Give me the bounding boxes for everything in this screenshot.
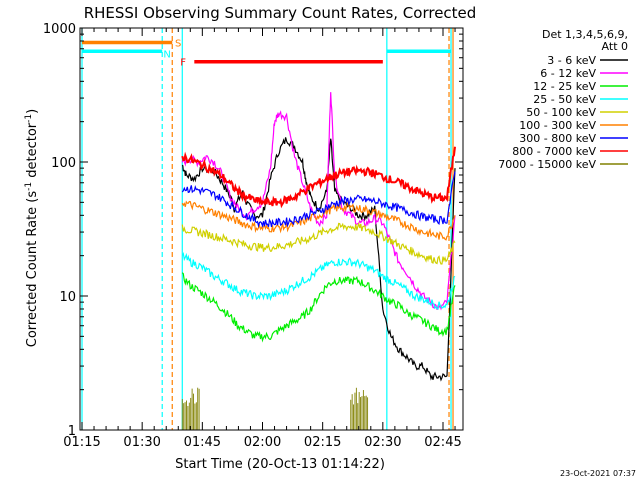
y-axis-label-mid: detector (25, 122, 40, 182)
legend-entry-label: 6 - 12 keV (540, 67, 596, 80)
y-axis-label-sup2: -1 (24, 114, 34, 123)
marker-label-s: S (175, 38, 181, 49)
legend-entry-label: 100 - 300 keV (519, 119, 596, 132)
y-tick-label: 1000 (43, 22, 76, 37)
y-axis-label-main: Corrected Count Rate (s (25, 191, 40, 348)
legend-header-line: Det 1,3,4,5,6,9, (542, 28, 628, 41)
series-line-5 (181, 200, 456, 241)
y-tick-label: 1 (68, 424, 76, 439)
x-tick-label: 01:45 (184, 435, 221, 450)
y-tick-label: 10 (59, 290, 76, 305)
legend-entry-label: 12 - 25 keV (533, 80, 596, 93)
legend-entry-label: 300 - 800 keV (519, 132, 596, 145)
series-line-1 (181, 92, 456, 311)
x-tick-label: 02:15 (304, 435, 341, 450)
legend-entry-label: 3 - 6 keV (547, 54, 596, 67)
series-line-0 (181, 137, 456, 382)
x-tick-label: 01:15 (63, 435, 100, 450)
legend-entry-label: 50 - 100 keV (526, 106, 596, 119)
legend-entry-label: 7000 - 15000 keV (498, 158, 596, 171)
y-axis-label-end: ) (25, 109, 40, 114)
y-axis-label-sup1: -1 (24, 182, 34, 191)
marker-label-f: F (180, 58, 186, 69)
x-tick-label: 02:45 (424, 435, 461, 450)
axes: 1 10 100 1000 01:15 01:30 01:45 02:00 02:15 02:30… (43, 22, 464, 450)
legend-entry-label: 25 - 50 keV (533, 93, 596, 106)
series-line-4 (181, 221, 456, 265)
plot-area: SNF (81, 28, 456, 430)
legend-entry-label: 800 - 7000 keV (512, 145, 596, 158)
y-tick-label: 100 (51, 156, 76, 171)
x-axis-label: Start Time (20-Oct-13 01:14:22) (175, 457, 385, 472)
chart-title: RHESSI Observing Summary Count Rates, Co… (84, 4, 477, 22)
legend-header-line: Att 0 (602, 40, 628, 53)
plot-frame (79, 27, 464, 431)
x-tick-label: 02:30 (364, 435, 401, 450)
series-line-6 (181, 171, 456, 228)
series-line-3 (181, 252, 456, 310)
series-line-7 (181, 146, 456, 209)
y-axis-label: Corrected Count Rate (s-1 detector-1) (24, 109, 40, 347)
marker-label-n: N (163, 49, 170, 60)
series-line-2 (181, 272, 456, 343)
timestamp-label: 23-Oct-2021 07:37 (560, 469, 636, 478)
x-tick-label: 02:00 (244, 435, 281, 450)
x-tick-label: 01:30 (123, 435, 160, 450)
